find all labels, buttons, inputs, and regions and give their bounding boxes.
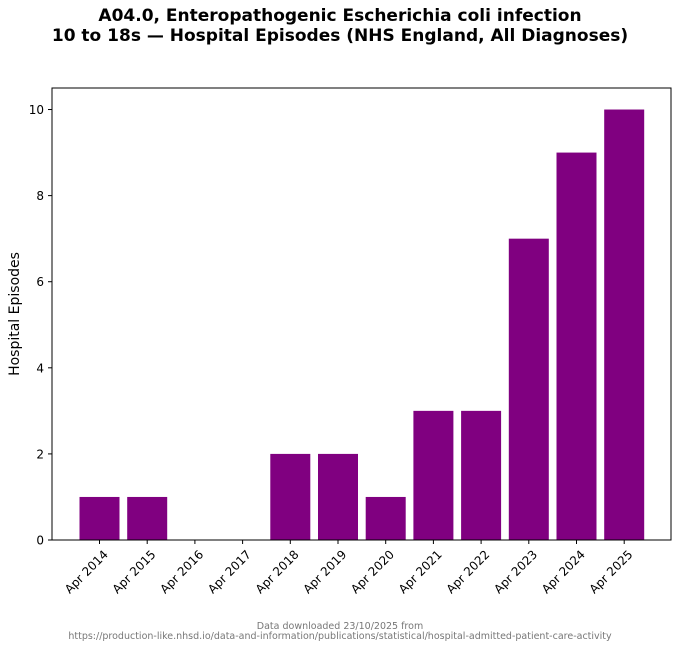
bar-apr-2023 [508, 238, 549, 540]
y-tick-label: 6 [36, 275, 44, 289]
bars-group [79, 109, 645, 541]
footer-source-url: https://production-like.nhsd.io/data-and… [68, 631, 612, 642]
bar-apr-2015 [127, 496, 168, 540]
x-tick-label: Apr 2021 [396, 547, 445, 596]
bar-apr-2024 [556, 152, 597, 541]
chart-title-line1: A04.0, Enteropathogenic Escherichia coli… [98, 6, 582, 26]
bar-apr-2018 [270, 453, 311, 540]
chart-title-line2: 10 to 18s — Hospital Episodes (NHS Engla… [51, 26, 629, 46]
x-tick-label: Apr 2025 [587, 547, 636, 596]
y-axis-label: Hospital Episodes [7, 252, 23, 376]
bar-apr-2025 [604, 109, 645, 541]
x-tick-label: Apr 2019 [300, 547, 349, 596]
x-tick-label: Apr 2016 [157, 547, 206, 596]
x-tick-label: Apr 2017 [205, 547, 254, 596]
y-tick-label: 8 [36, 189, 44, 203]
y-axis: 0 2 4 6 8 10 [29, 103, 52, 548]
y-tick-label: 0 [36, 534, 44, 548]
x-tick-label: Apr 2018 [253, 547, 302, 596]
bar-apr-2019 [318, 453, 358, 540]
x-tick-label: Apr 2020 [348, 547, 397, 596]
y-tick-label: 4 [36, 361, 44, 375]
x-tick-label: Apr 2023 [491, 547, 540, 596]
x-tick-label: Apr 2014 [62, 547, 111, 596]
y-tick-label: 10 [29, 103, 44, 117]
bar-apr-2022 [461, 410, 502, 540]
bar-apr-2014 [79, 496, 120, 540]
footer-source-line1: Data downloaded 23/10/2025 from [256, 621, 424, 632]
x-tick-label: Apr 2022 [444, 547, 493, 596]
x-tick-label: Apr 2024 [539, 547, 588, 596]
bar-apr-2021 [413, 410, 454, 540]
y-tick-label: 2 [36, 447, 44, 461]
bar-apr-2020 [365, 496, 406, 540]
plot-frame [51, 87, 672, 541]
x-tick-label: Apr 2015 [110, 547, 159, 596]
